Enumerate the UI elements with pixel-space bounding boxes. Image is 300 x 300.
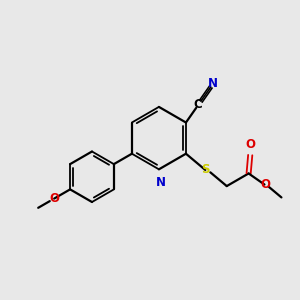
Text: N: N [155,176,165,189]
Text: O: O [260,178,270,191]
Text: S: S [201,164,209,176]
Text: C: C [194,98,203,112]
Text: O: O [49,192,59,205]
Text: O: O [246,138,256,151]
Text: N: N [208,77,218,90]
